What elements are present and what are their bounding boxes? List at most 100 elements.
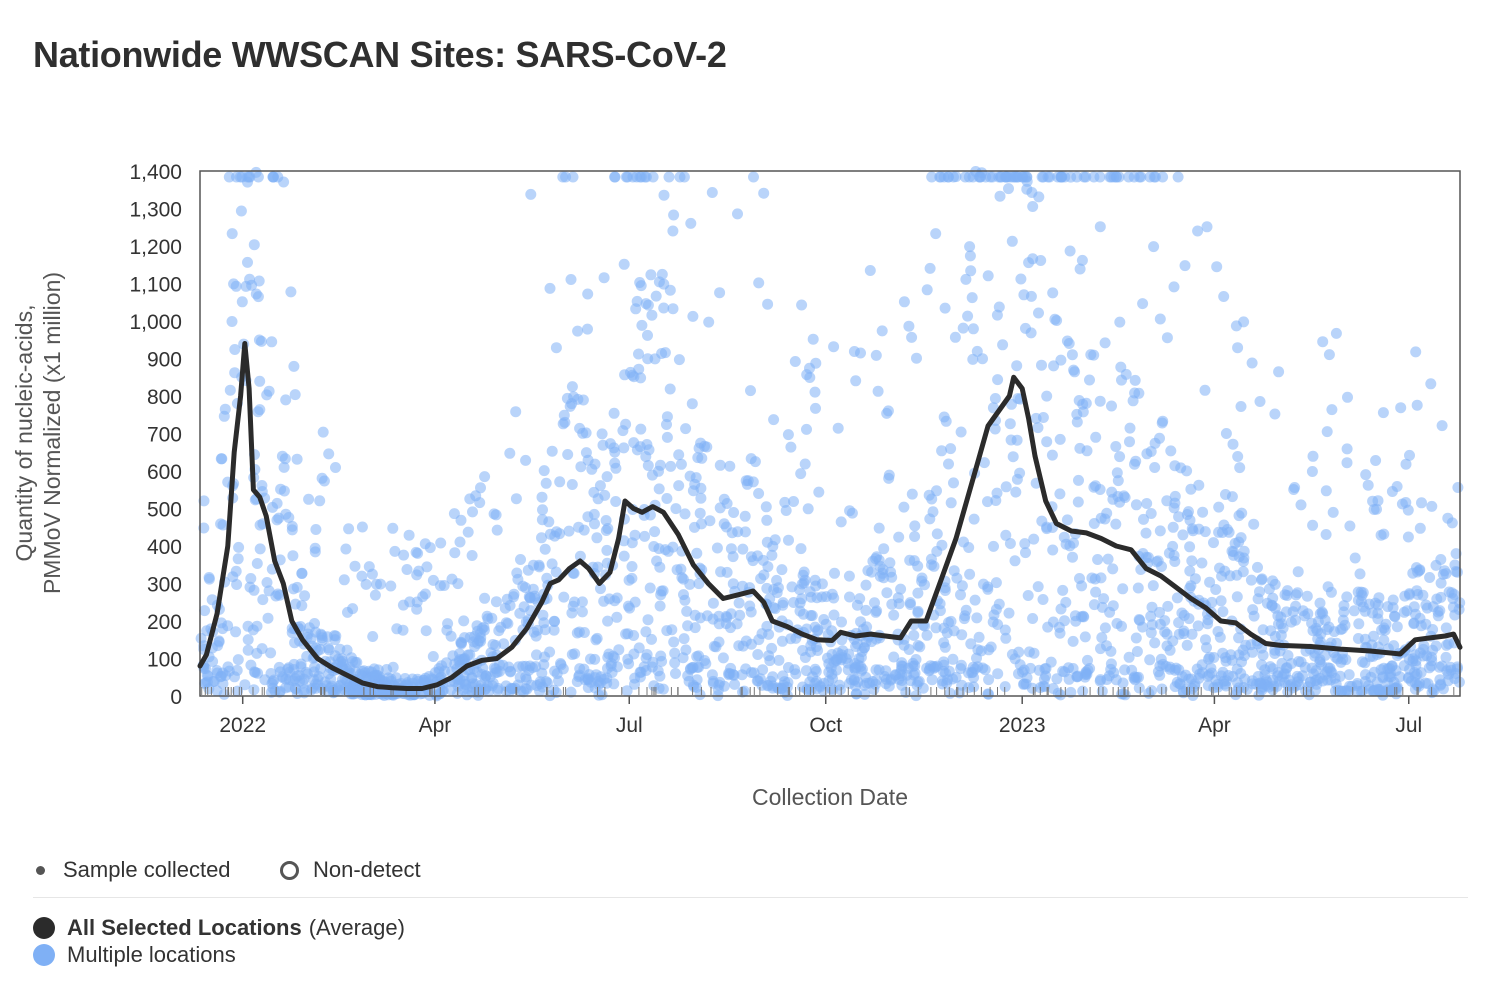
sample-point [1146,619,1158,631]
sample-point [566,649,578,660]
sample-point [990,577,1002,589]
sample-point [230,280,242,292]
sample-point [752,649,764,660]
sample-point [239,679,251,691]
legend-multiple[interactable]: Multiple locations [33,942,236,968]
sample-point [510,406,522,418]
sample-point [1028,647,1040,659]
sample-point [634,277,646,288]
sample-point [1169,460,1181,472]
sample-point [618,550,630,562]
sample-point [1132,582,1144,594]
sample-point [939,641,951,653]
y-axis: 0 100 200 300 400 500 600 700 800 900 1,000 1,100 1,… [129,161,182,709]
sample-point [1098,593,1110,605]
sample-point [1409,683,1421,695]
sample-point [544,282,556,294]
sample-point [558,591,570,603]
sample-point [448,508,460,520]
sample-point [1312,633,1324,645]
sample-point [1179,260,1191,272]
sample-point [629,529,641,541]
sample-point [340,543,352,555]
average-swatch-icon [33,917,55,939]
sample-point [820,618,832,630]
y-tick-label: 800 [147,386,182,409]
sample-point [801,423,812,435]
sample-point [355,669,367,680]
sample-point [199,605,211,617]
sample-point [1000,481,1012,493]
sample-point [1307,519,1319,531]
sample-point [653,276,665,288]
sample-point [1263,681,1275,693]
sample-point [601,471,613,483]
sample-point [1369,597,1381,609]
sample-point [1055,171,1067,183]
y-tick-label: 1,000 [129,311,182,334]
sample-point [871,674,882,686]
sample-point [1344,520,1356,532]
sample-point [226,228,238,240]
sample-point [871,551,883,563]
sample-point [1341,457,1353,469]
sample-point [758,187,770,199]
sample-point [246,279,258,291]
sample-point [1020,678,1032,690]
sample-point [1355,596,1367,608]
sample-point [742,475,754,487]
sample-point [694,689,706,701]
sample-point [310,524,322,535]
sample-point [968,672,980,683]
sample-point [762,561,774,573]
sample-point [1088,599,1100,611]
sample-point [442,618,454,630]
sample-point [628,648,640,660]
sample-point [829,567,840,579]
sample-point [288,583,299,595]
sample-point [1208,537,1219,549]
sample-point [1133,671,1144,683]
sample-point [314,495,326,507]
sample-point [679,508,691,520]
sample-point [1146,601,1158,613]
sample-point [367,631,379,642]
sample-point [776,564,788,576]
sample-point [1306,466,1318,477]
sample-point [851,638,863,650]
sample-point [1088,349,1100,361]
sample-point [967,323,979,335]
legend-sample-collected[interactable]: Sample collected [36,857,231,883]
sample-point [351,656,363,668]
sample-point [331,683,343,695]
sample-point [917,682,929,694]
sample-point [1007,451,1019,463]
sample-point [1102,553,1114,565]
sample-point [635,423,647,435]
sample-point [456,637,467,649]
sample-point [984,171,996,183]
sample-point [678,589,689,601]
sample-point [859,688,871,700]
sample-point [1245,574,1257,586]
sample-point [1273,366,1285,378]
sample-point [766,642,778,654]
y-tick-label: 600 [147,461,182,484]
sample-point [1033,191,1045,203]
sample-point [609,652,620,664]
sample-point [772,582,784,594]
sample-point [1162,600,1174,612]
sample-point [1183,613,1195,625]
sample-point [926,171,938,183]
sample-point [1434,674,1446,686]
average-line[interactable] [197,341,1463,691]
sample-point [1066,349,1078,361]
sample-point [548,624,560,636]
sample-point [1090,586,1102,598]
sample-point [1430,559,1442,571]
legend-average[interactable]: All Selected Locations (Average) [33,915,405,941]
sample-point [267,501,278,513]
legend-non-detect[interactable]: Non-detect [280,857,421,883]
sample-point [580,447,592,459]
sample-point [1414,522,1426,534]
